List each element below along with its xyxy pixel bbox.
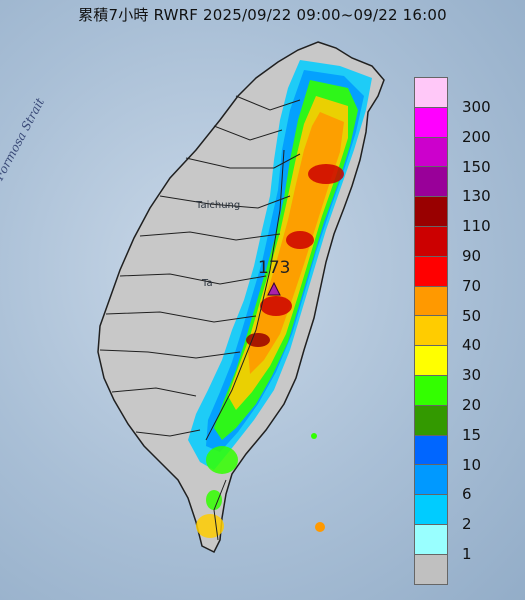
legend-label: 150 bbox=[462, 157, 491, 176]
city-label-taichung: Taichung bbox=[196, 200, 241, 211]
legend-label: 200 bbox=[462, 127, 491, 146]
legend-label: 1 bbox=[462, 545, 472, 563]
legend-swatch bbox=[414, 106, 448, 138]
legend-swatch bbox=[414, 523, 448, 555]
legend-label: 20 bbox=[462, 396, 482, 414]
city-label-ta: Ta bbox=[202, 278, 213, 289]
legend-swatch bbox=[414, 285, 448, 317]
legend-label: 6 bbox=[462, 485, 472, 504]
max-value-label: 173 bbox=[258, 258, 291, 278]
legend-swatch bbox=[414, 166, 448, 198]
legend-label: 50 bbox=[462, 306, 482, 325]
legend-label: 30 bbox=[462, 366, 482, 385]
legend-label: 70 bbox=[462, 276, 482, 295]
legend-swatch bbox=[414, 315, 448, 347]
legend bbox=[414, 77, 448, 585]
legend-swatch bbox=[414, 225, 448, 257]
legend-swatch bbox=[414, 494, 448, 525]
max-point-marker bbox=[267, 281, 281, 296]
rain-south-1 bbox=[206, 446, 238, 474]
legend-swatch bbox=[414, 434, 448, 466]
rain-core-red-2 bbox=[286, 231, 314, 249]
legend-label: 15 bbox=[462, 425, 482, 444]
rain-dot-sea bbox=[311, 433, 317, 439]
map-title: 累積7小時 RWRF 2025/09/22 09:00~09/22 16:00 bbox=[78, 6, 447, 24]
rain-dot-island bbox=[315, 522, 325, 532]
legend-swatch bbox=[414, 196, 448, 227]
legend-swatch bbox=[414, 374, 448, 406]
legend-label: 10 bbox=[462, 455, 482, 474]
legend-label: 300 bbox=[462, 98, 491, 116]
legend-swatch bbox=[414, 553, 448, 585]
legend-label: 2 bbox=[462, 515, 472, 534]
rain-core-red-3 bbox=[260, 296, 292, 316]
legend-swatch bbox=[414, 464, 448, 496]
legend-swatch bbox=[414, 255, 448, 287]
legend-label: 110 bbox=[462, 217, 491, 236]
legend-swatch bbox=[414, 345, 448, 376]
rain-south-2 bbox=[196, 514, 224, 538]
county-borders bbox=[99, 95, 301, 541]
rain-south-3 bbox=[206, 490, 222, 510]
legend-swatch bbox=[414, 404, 448, 436]
rain-core-red-4 bbox=[246, 333, 270, 347]
legend-label: 40 bbox=[462, 336, 482, 355]
legend-label: 130 bbox=[462, 187, 491, 206]
rain-core-red-1 bbox=[308, 164, 344, 184]
legend-swatch bbox=[414, 77, 448, 108]
legend-label: 90 bbox=[462, 247, 482, 265]
legend-swatch bbox=[414, 136, 448, 168]
